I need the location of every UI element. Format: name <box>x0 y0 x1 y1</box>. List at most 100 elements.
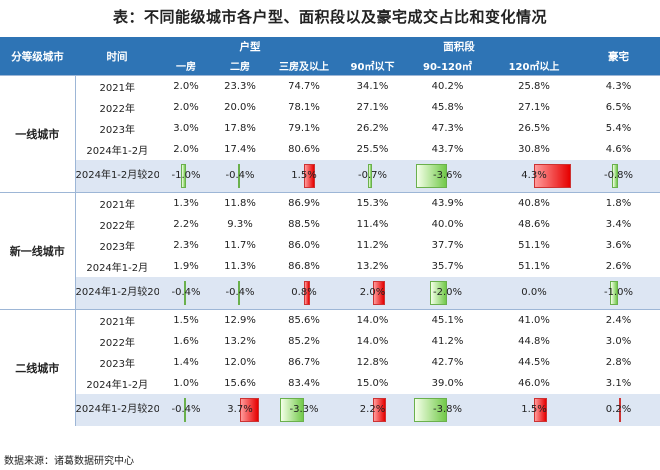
value-cell: 20.0% <box>224 102 256 113</box>
value-cell: 2.0% <box>173 102 199 113</box>
change-value: -0.7% <box>357 170 387 181</box>
value-cell: 83.4% <box>288 378 320 389</box>
change-value: -3.8% <box>432 404 462 415</box>
decrease-bar <box>414 398 448 422</box>
header-two-room: 二房 <box>213 56 267 76</box>
change-value: 0.0% <box>521 287 547 298</box>
comparison-row: 2024年1-2月较2023年 -1.0% -0.4% 1.5% -0.7% -3.6% 4… <box>0 160 660 193</box>
value-cell: 34.1% <box>341 75 404 97</box>
value-cell: 25.5% <box>356 144 389 155</box>
value-cell: 1.4% <box>173 357 199 368</box>
decrease-bar <box>611 164 619 188</box>
time-cell: 2021年 <box>75 75 159 97</box>
change-value: 1.5% <box>291 170 317 181</box>
city-tier-label: 新一线城市 <box>0 192 76 310</box>
value-cell: 43.9% <box>404 192 491 214</box>
value-cell: 44.5% <box>518 357 550 368</box>
value-cell: 4.3% <box>577 75 660 97</box>
header-three-plus-room: 三房及以上 <box>267 56 341 76</box>
value-cell: 35.7% <box>431 261 464 272</box>
decrease-bar <box>183 281 186 305</box>
time-cell: 2022年 <box>99 104 135 115</box>
table-row: 2023年 2.3% 11.7% 86.0% 11.2% 37.7% 51.1% 3.6% <box>0 235 660 256</box>
value-cell: 3.0% <box>605 336 632 347</box>
change-value: -3.3% <box>289 404 319 415</box>
change-value: 2.2% <box>359 404 386 415</box>
table-row: 一线城市 2021年 2.0% 23.3% 74.7% 34.1% 40.2% 25.8% 4.… <box>0 75 660 193</box>
table-header: 分等级城市 时间 户型 面积段 豪宅 一房 二房 三房及以上 90㎡以下 90-… <box>0 37 660 76</box>
value-cell: 51.1% <box>518 261 550 272</box>
value-cell: 30.8% <box>518 144 550 155</box>
value-cell: 85.6% <box>267 309 341 331</box>
increase-bar <box>534 164 572 188</box>
value-cell: 44.8% <box>518 336 550 347</box>
change-cell: 4.3% <box>491 160 577 193</box>
time-cell: 2021年 <box>75 309 159 331</box>
header-unit-type: 户型 <box>159 37 341 56</box>
source-note: 数据来源：诸葛数据研究中心 <box>4 456 134 467</box>
value-cell: 17.4% <box>224 144 256 155</box>
increase-bar <box>304 281 310 305</box>
city-tier-label: 一线城市 <box>0 75 76 193</box>
increase-bar <box>534 398 547 422</box>
value-cell: 11.3% <box>224 261 256 272</box>
value-cell: 40.0% <box>431 219 464 230</box>
value-cell: 42.7% <box>431 357 464 368</box>
value-cell: 1.5% <box>159 309 213 331</box>
value-cell: 15.3% <box>341 192 404 214</box>
time-cell: 2023年 <box>99 242 135 253</box>
header-area-range: 面积段 <box>341 37 577 56</box>
change-cell: -0.7% <box>341 160 404 193</box>
value-cell: 2.6% <box>605 261 632 272</box>
increase-bar <box>304 164 315 188</box>
header-luxury: 豪宅 <box>577 37 660 76</box>
value-cell: 40.2% <box>404 75 491 97</box>
change-value: -1.0% <box>603 287 633 298</box>
value-cell: 1.0% <box>173 378 199 389</box>
value-cell: 25.8% <box>491 75 577 97</box>
value-cell: 37.7% <box>431 240 464 251</box>
value-cell: 1.3% <box>159 192 213 214</box>
value-cell: 1.6% <box>173 336 199 347</box>
change-cell: -0.8% <box>577 160 660 193</box>
time-cell: 2024年1-2月 <box>86 146 149 157</box>
change-value: -0.8% <box>603 170 633 181</box>
value-cell: 23.3% <box>213 75 267 97</box>
value-cell: 80.6% <box>288 144 320 155</box>
value-cell: 40.8% <box>491 192 577 214</box>
change-cell: -2.0% <box>404 277 491 310</box>
decrease-bar <box>610 281 619 305</box>
value-cell: 2.4% <box>577 309 660 331</box>
comparison-time-cell: 2024年1-2月较2023年 <box>75 160 183 193</box>
change-value: 0.8% <box>291 287 317 298</box>
value-cell: 86.0% <box>288 240 320 251</box>
value-cell: 11.4% <box>356 219 389 230</box>
value-cell: 13.2% <box>224 336 256 347</box>
value-cell: 1.9% <box>173 261 199 272</box>
decrease-bar <box>180 164 186 188</box>
time-cell: 2023年 <box>99 359 135 370</box>
value-cell: 12.9% <box>213 309 267 331</box>
value-cell: 2.3% <box>173 240 199 251</box>
value-cell: 45.8% <box>431 102 464 113</box>
decrease-bar <box>237 164 240 188</box>
value-cell: 2.0% <box>159 75 213 97</box>
time-cell: 2024年1-2月 <box>86 263 149 274</box>
value-cell: 2.8% <box>605 357 632 368</box>
change-cell: -0.4% <box>159 394 213 426</box>
value-cell: 12.0% <box>224 357 256 368</box>
value-cell: 3.4% <box>605 219 632 230</box>
change-value: -2.0% <box>432 287 462 298</box>
table-row: 新一线城市 2021年 1.3% 11.8% 86.9% 15.3% 43.9% 40.8% 1… <box>0 192 660 310</box>
value-cell: 27.1% <box>356 102 389 113</box>
table-row: 2024年1-2月 1.9% 11.3% 86.8% 13.2% 35.7% 51.1% 2.… <box>0 256 660 277</box>
change-cell: -3.3% <box>267 394 341 426</box>
table-body: 一线城市 2021年 2.0% 23.3% 74.7% 34.1% 40.2% 25.8% 4.… <box>0 75 660 426</box>
change-cell: -3.6% <box>404 160 491 193</box>
value-cell: 88.5% <box>288 219 320 230</box>
change-cell: 0.0% <box>491 277 577 310</box>
value-cell: 11.7% <box>224 240 256 251</box>
table-row: 2022年 1.6% 13.2% 85.2% 14.0% 41.2% 44.8% 3.0% <box>0 331 660 352</box>
header-area-above-120: 120㎡以上 <box>491 56 577 76</box>
change-cell: 2.2% <box>341 394 404 426</box>
